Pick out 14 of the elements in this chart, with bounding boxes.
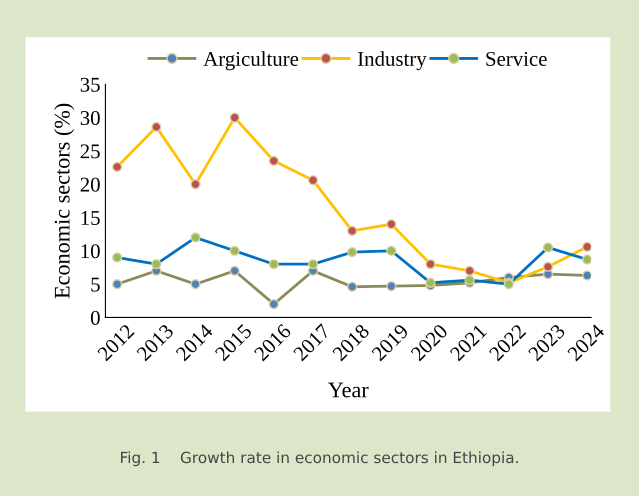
y-axis-title: Economic sectors (%) (54, 104, 74, 298)
y-tick-label: 0 (90, 310, 100, 325)
y-tick-label: 5 (91, 278, 100, 292)
y-tick-label: 35 (80, 78, 100, 92)
y-tick-label: 10 (82, 244, 100, 258)
y-tick-label: 30 (80, 110, 100, 126)
x-axis-title: Year (328, 382, 369, 398)
y-tick-label: 20 (80, 178, 100, 192)
legend-label: Service (486, 52, 547, 66)
y-tick-label: 15 (82, 211, 100, 225)
caption: Fig. 1 Growth rate in economic sectors in Ethiopia. (121, 451, 518, 466)
y-tick-label: 25 (80, 144, 100, 158)
legend-label: Industry (358, 51, 427, 70)
legend-label: Argiculture (203, 51, 298, 70)
